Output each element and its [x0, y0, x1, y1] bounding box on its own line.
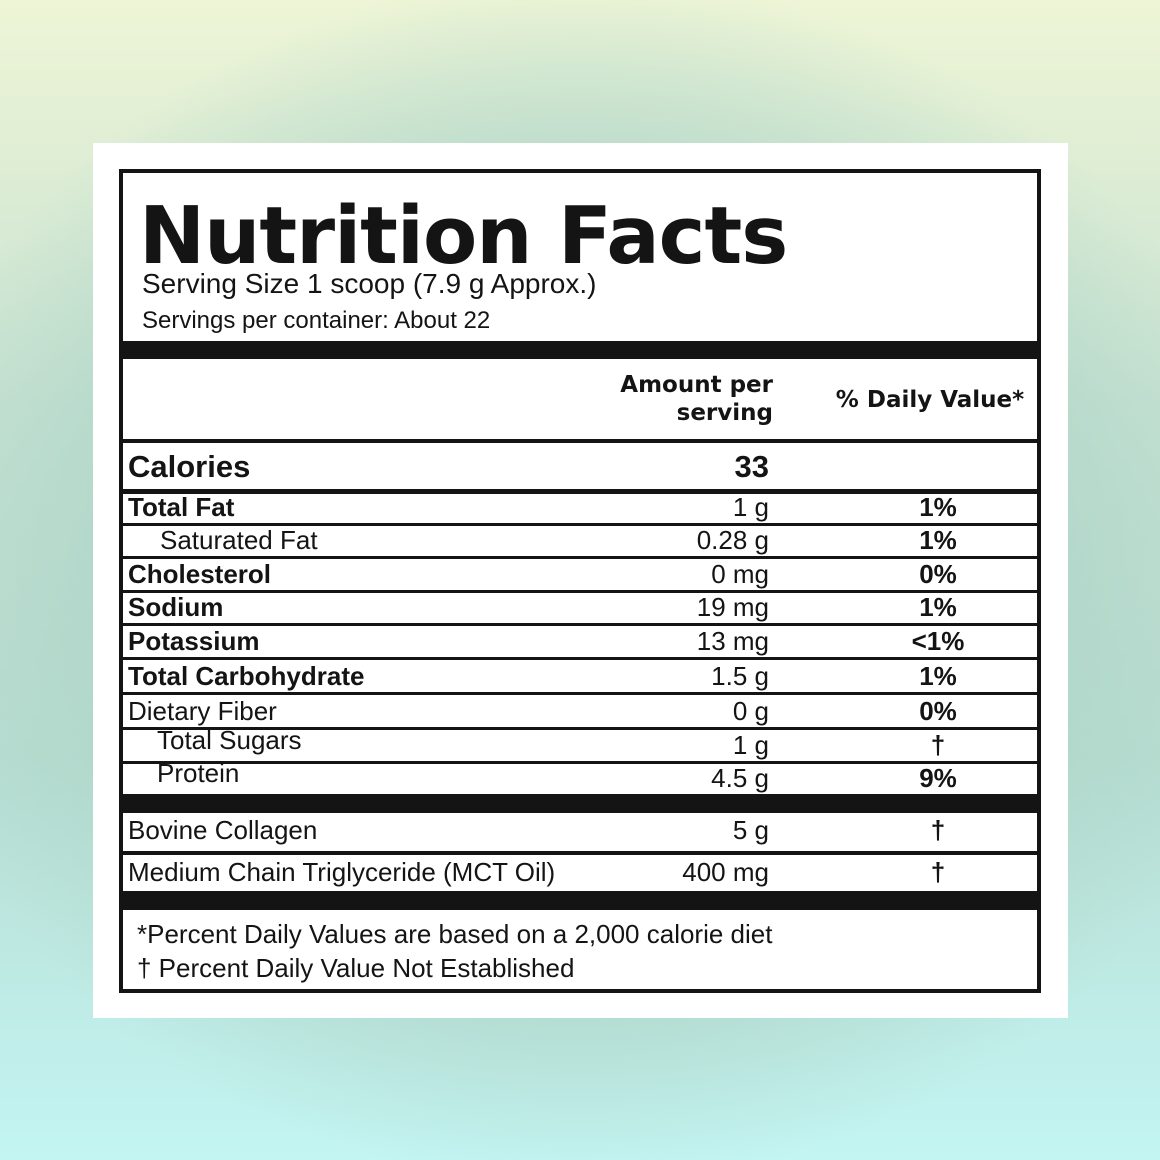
ingredient-name: Medium Chain Triglyceride (MCT Oil) — [128, 857, 556, 887]
nutrient-amount: 1 g — [732, 492, 769, 522]
nutrient-name: Saturated Fat — [160, 525, 318, 555]
other-row-bovine-collagen: Bovine Collagen 5 g † — [123, 813, 1037, 851]
serving-size: Serving Size 1 scoop (7.9 g Approx.) — [142, 268, 597, 299]
nutrient-row-total-carbohydrate: Total Carbohydrate 1.5 g 1% — [123, 660, 1037, 692]
divider — [123, 556, 1037, 559]
divider — [123, 692, 1037, 695]
servings-per-container: Servings per container: About 22 — [142, 307, 491, 334]
divider — [123, 761, 1037, 764]
nutrient-name: Total Carbohydrate — [128, 661, 365, 691]
thick-divider — [123, 891, 1037, 910]
amount-per-serving-header: Amount per serving — [620, 372, 773, 426]
nutrient-row-protein: Protein 4.5 g 9% — [123, 758, 1037, 794]
calories-value: 33 — [734, 449, 769, 484]
nutrient-amount: 19 mg — [696, 592, 769, 622]
divider — [123, 623, 1037, 626]
nutrient-dv: 1% — [919, 525, 957, 555]
divider — [123, 523, 1037, 526]
nutrient-dv: 1% — [919, 661, 957, 691]
thick-divider — [123, 341, 1037, 359]
nutrient-row-total-fat: Total Fat 1 g 1% — [123, 492, 1037, 523]
footnote-daily-values: *Percent Daily Values are based on a 2,0… — [137, 919, 773, 949]
nutrient-name: Potassium — [128, 626, 260, 656]
nutrient-row-sodium: Sodium 19 mg 1% — [123, 592, 1037, 623]
nutrient-amount: 1.5 g — [711, 661, 769, 691]
nutrient-dv: 1% — [919, 492, 957, 522]
divider — [123, 851, 1037, 855]
footnote-not-established: † Percent Daily Value Not Established — [137, 953, 575, 983]
divider — [123, 727, 1037, 730]
divider — [123, 439, 1037, 443]
nutrient-dv: † — [930, 730, 946, 760]
ingredient-amount: 5 g — [732, 815, 769, 845]
nutrient-row-potassium: Potassium 13 mg <1% — [123, 626, 1037, 657]
calories-label: Calories — [128, 449, 251, 484]
nutrient-amount: 0.28 g — [696, 525, 769, 555]
nutrient-dv: 9% — [919, 763, 957, 793]
label-title: Nutrition Facts — [139, 190, 788, 282]
nutrient-dv: 0% — [919, 696, 957, 726]
divider — [123, 489, 1037, 494]
nutrient-amount: 1 g — [732, 730, 769, 760]
ingredient-dv: † — [930, 815, 946, 845]
nutrient-dv: <1% — [911, 626, 965, 656]
calories-row: Calories 33 — [123, 443, 1037, 489]
nutrient-amount: 4.5 g — [711, 763, 769, 793]
label-card: Nutrition Facts Serving Size 1 scoop (7.… — [93, 143, 1068, 1018]
nutrient-name: Total Sugars — [157, 725, 302, 755]
ingredient-amount: 400 mg — [682, 857, 769, 887]
ingredient-name: Bovine Collagen — [128, 815, 318, 845]
nutrient-row-saturated-fat: Saturated Fat 0.28 g 1% — [123, 525, 1037, 556]
nutrient-name: Cholesterol — [128, 559, 272, 589]
daily-value-header: % Daily Value* — [835, 387, 1025, 413]
nutrition-facts-panel: Nutrition Facts Serving Size 1 scoop (7.… — [119, 169, 1041, 993]
nutrient-row-cholesterol: Cholesterol 0 mg 0% — [123, 559, 1037, 590]
nutrient-amount: 13 mg — [696, 626, 769, 656]
nutrient-name: Protein — [157, 758, 240, 788]
thick-divider — [123, 794, 1037, 813]
nutrient-name: Sodium — [128, 592, 224, 622]
divider — [123, 657, 1037, 660]
nutrient-name: Dietary Fiber — [128, 696, 277, 726]
nutrient-amount: 0 mg — [711, 559, 769, 589]
other-row-mct-oil: Medium Chain Triglyceride (MCT Oil) 400 … — [123, 855, 1037, 891]
divider — [123, 590, 1037, 593]
nutrient-dv: 0% — [919, 559, 957, 589]
nutrient-row-dietary-fiber: Dietary Fiber 0 g 0% — [123, 695, 1037, 727]
nutrient-row-total-sugars: Total Sugars 1 g † — [123, 725, 1037, 761]
nutrient-name: Total Fat — [128, 492, 235, 522]
ingredient-dv: † — [930, 857, 946, 887]
nutrient-dv: 1% — [919, 592, 957, 622]
nutrient-amount: 0 g — [732, 696, 769, 726]
